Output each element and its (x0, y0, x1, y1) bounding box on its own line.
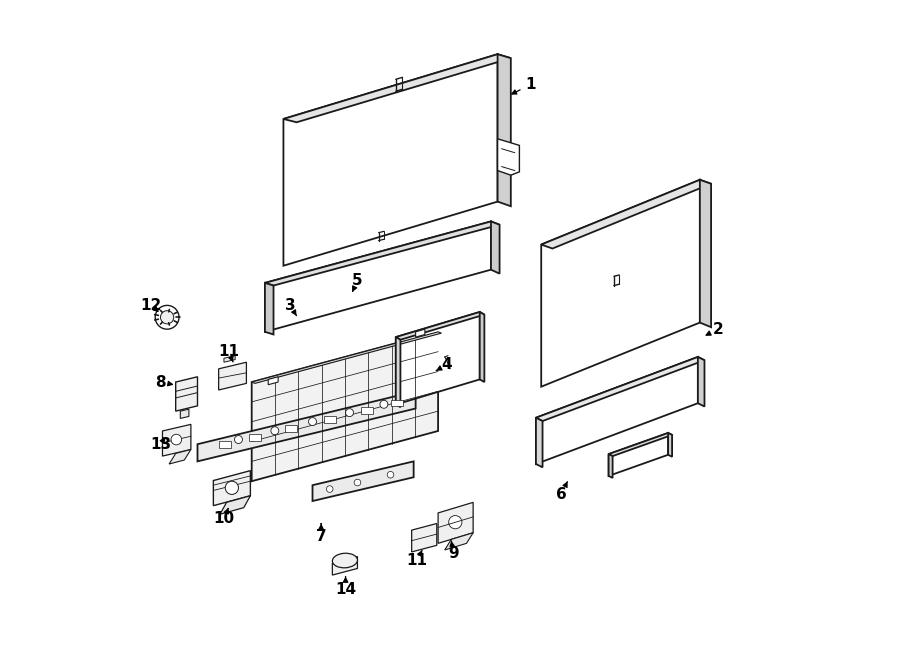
Polygon shape (265, 283, 274, 334)
Circle shape (160, 311, 174, 324)
Text: 9: 9 (448, 541, 459, 561)
Polygon shape (700, 180, 711, 327)
Ellipse shape (332, 553, 357, 568)
Polygon shape (668, 433, 672, 457)
Circle shape (387, 471, 394, 478)
Polygon shape (224, 356, 235, 362)
Polygon shape (265, 221, 491, 332)
Polygon shape (176, 377, 197, 411)
Circle shape (327, 486, 333, 492)
Polygon shape (312, 461, 414, 501)
Text: 8: 8 (155, 375, 173, 389)
Polygon shape (608, 454, 613, 478)
Polygon shape (608, 433, 672, 456)
Circle shape (380, 401, 388, 408)
Text: 6: 6 (555, 482, 568, 502)
Polygon shape (249, 434, 261, 441)
Text: 1: 1 (512, 77, 535, 94)
Polygon shape (416, 329, 425, 337)
Polygon shape (362, 407, 374, 414)
Polygon shape (220, 442, 231, 448)
Polygon shape (252, 332, 441, 383)
Text: 11: 11 (218, 344, 239, 362)
Polygon shape (445, 533, 473, 550)
Polygon shape (392, 400, 403, 407)
Text: 4: 4 (436, 358, 452, 372)
Text: 5: 5 (352, 274, 363, 292)
Polygon shape (220, 496, 250, 514)
Text: 12: 12 (140, 298, 162, 313)
Polygon shape (268, 377, 278, 385)
Circle shape (225, 481, 238, 494)
Polygon shape (285, 426, 297, 432)
Circle shape (235, 436, 242, 444)
Circle shape (449, 516, 462, 529)
Polygon shape (536, 418, 543, 467)
Text: 13: 13 (150, 437, 171, 451)
Text: 11: 11 (407, 550, 428, 568)
Circle shape (155, 305, 179, 329)
Polygon shape (396, 312, 480, 405)
Text: 2: 2 (706, 322, 723, 336)
Polygon shape (265, 221, 500, 286)
Circle shape (171, 434, 182, 445)
Circle shape (355, 479, 361, 486)
Polygon shape (213, 471, 250, 506)
Text: 7: 7 (316, 524, 327, 544)
Polygon shape (491, 221, 500, 274)
Polygon shape (411, 524, 436, 552)
Text: 14: 14 (335, 576, 356, 597)
Polygon shape (498, 54, 511, 206)
Polygon shape (498, 139, 519, 175)
Circle shape (309, 418, 317, 426)
Circle shape (271, 427, 279, 435)
Polygon shape (284, 54, 511, 122)
Polygon shape (480, 312, 484, 382)
Text: 10: 10 (213, 508, 235, 526)
Polygon shape (396, 312, 484, 340)
Polygon shape (541, 180, 700, 387)
Polygon shape (536, 357, 705, 421)
Polygon shape (438, 502, 473, 543)
Text: 3: 3 (284, 298, 296, 316)
Polygon shape (541, 180, 711, 249)
Polygon shape (608, 433, 668, 476)
Polygon shape (536, 357, 698, 464)
Polygon shape (396, 337, 400, 407)
Polygon shape (284, 54, 498, 266)
Polygon shape (698, 357, 705, 407)
Polygon shape (219, 362, 247, 390)
Polygon shape (163, 424, 191, 456)
Polygon shape (180, 409, 189, 418)
Polygon shape (169, 449, 191, 464)
Polygon shape (252, 332, 438, 481)
Polygon shape (332, 557, 357, 575)
Polygon shape (197, 391, 416, 461)
Circle shape (346, 408, 354, 416)
Polygon shape (324, 416, 336, 423)
